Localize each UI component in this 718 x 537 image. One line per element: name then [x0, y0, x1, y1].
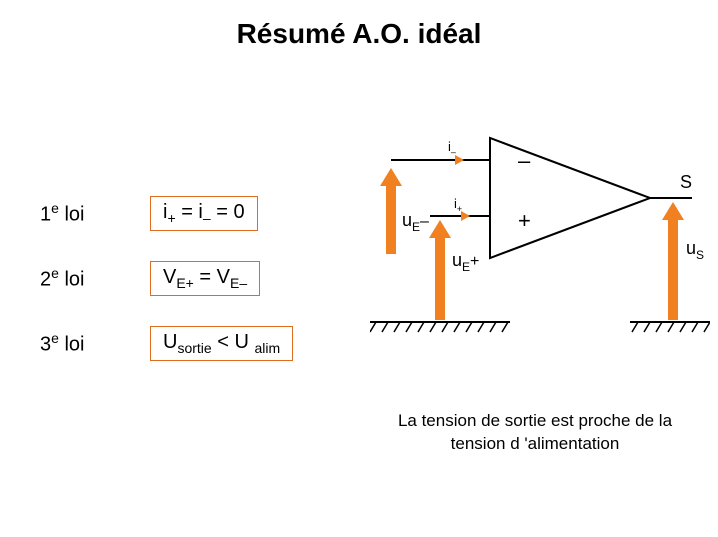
- law1-label: 1e loi: [40, 200, 150, 227]
- us-head: [662, 202, 684, 220]
- current-arrow-i-plus: [461, 211, 470, 221]
- law1-box: i+ = i– = 0: [150, 196, 258, 231]
- caption: La tension de sortie est proche de la te…: [370, 410, 700, 456]
- f2-t1: V: [163, 266, 176, 288]
- f3-t1: U: [163, 331, 177, 353]
- law-row-2: 2e loi VE+ = VE–: [40, 261, 293, 296]
- ue-minus-u: u: [402, 210, 412, 230]
- ground-right: [630, 322, 710, 332]
- ue-plus-arrow-group: [429, 220, 451, 320]
- law1-sup: e: [51, 200, 59, 216]
- i-minus-text: i–: [448, 139, 456, 157]
- law2-num: 2: [40, 269, 51, 291]
- f1-s1: +: [167, 210, 175, 226]
- law3-box: Usortie < U alim: [150, 326, 293, 361]
- us-text: uS: [686, 238, 704, 262]
- law2-label: 2e loi: [40, 265, 150, 292]
- f3-t2: < U: [212, 331, 255, 353]
- ue-minus-head: [380, 168, 402, 186]
- ue-minus-text: uE–: [402, 210, 429, 234]
- f1-t2: = i: [176, 201, 203, 223]
- ue-plus-sub: E: [462, 260, 470, 274]
- f1-s2: –: [203, 210, 211, 226]
- law1-suffix: loi: [59, 204, 85, 226]
- us-arrow-group: [662, 202, 684, 320]
- us-shaft: [668, 216, 678, 320]
- plus-sign: +: [518, 208, 531, 233]
- law3-num: 3: [40, 334, 51, 356]
- s-label: S: [680, 172, 692, 192]
- law2-box: VE+ = VE–: [150, 261, 260, 296]
- ue-plus-text: uE+: [452, 250, 479, 274]
- ue-minus-shaft: [386, 182, 396, 254]
- ue-minus-sign: –: [420, 213, 429, 230]
- law2-sup: e: [51, 265, 59, 281]
- ue-plus-head: [429, 220, 451, 238]
- law2-suffix: loi: [59, 269, 85, 291]
- us-sub: S: [696, 248, 704, 262]
- ground-left: [370, 322, 510, 332]
- opamp-svg: i– i+ – + S uE–: [370, 118, 710, 368]
- ue-minus-arrow-group: [380, 168, 402, 254]
- i-plus-sub: +: [457, 204, 462, 214]
- law3-sup: e: [51, 330, 59, 346]
- law3-label: 3e loi: [40, 330, 150, 357]
- f2-t2: = V: [194, 266, 230, 288]
- f1-t3: = 0: [211, 201, 245, 223]
- f2-s1: E+: [176, 275, 194, 291]
- opamp-triangle: [490, 138, 650, 258]
- f3-s2: alim: [254, 340, 280, 356]
- ue-plus-sign: +: [470, 253, 479, 270]
- ue-plus-shaft: [435, 234, 445, 320]
- opamp-diagram: i– i+ – + S uE–: [370, 118, 710, 368]
- ue-minus-sub: E: [412, 220, 420, 234]
- laws-list: 1e loi i+ = i– = 0 2e loi VE+ = VE– 3e l…: [40, 196, 293, 391]
- minus-sign: –: [518, 148, 531, 173]
- law-row-3: 3e loi Usortie < U alim: [40, 326, 293, 361]
- ue-plus-u: u: [452, 250, 462, 270]
- page-title: Résumé A.O. idéal: [0, 18, 718, 50]
- law3-suffix: loi: [59, 334, 85, 356]
- f2-s2: E–: [230, 275, 247, 291]
- page-root: Résumé A.O. idéal 1e loi i+ = i– = 0 2e …: [0, 0, 718, 537]
- current-arrow-i-minus: [455, 155, 464, 165]
- i-plus-text: i+: [454, 196, 462, 214]
- i-minus-sub: –: [451, 147, 456, 157]
- law-row-1: 1e loi i+ = i– = 0: [40, 196, 293, 231]
- us-u: u: [686, 238, 696, 258]
- f3-s1: sortie: [177, 340, 211, 356]
- law1-num: 1: [40, 204, 51, 226]
